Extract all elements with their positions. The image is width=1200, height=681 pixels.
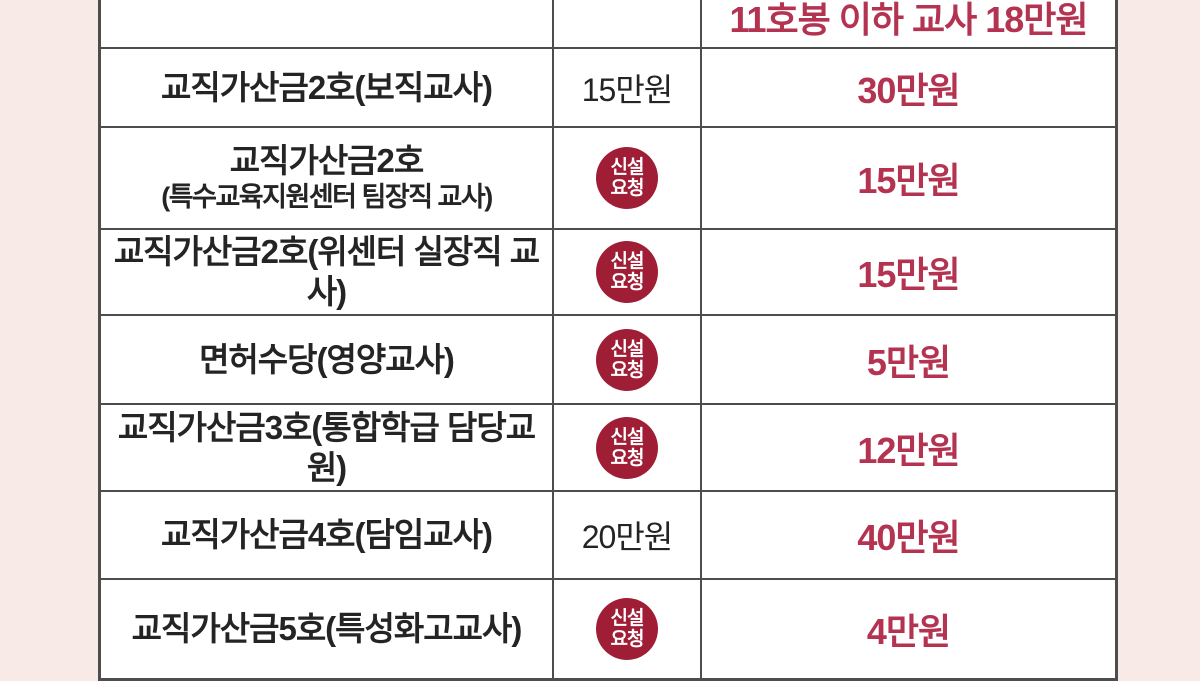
badge-label-line2: 요청 bbox=[610, 629, 645, 650]
item-sublabel: (특수교육지원센터 팀장직 교사) bbox=[161, 181, 493, 212]
new-request-badge: 신설 요청 bbox=[596, 328, 658, 391]
table-row: 교직가산금2호(위센터 실장직 교사) 신설 요청 15만원 bbox=[101, 228, 1115, 314]
current-amount-cell: 신설 요청 bbox=[554, 316, 702, 403]
new-request-badge: 신설 요청 bbox=[596, 147, 658, 209]
requested-amount-cell: 4만원 bbox=[702, 580, 1115, 678]
new-request-badge: 신설 요청 bbox=[596, 598, 658, 660]
item-cell bbox=[101, 0, 554, 47]
table-row: 면허수당(영양교사) 신설 요청 5만원 bbox=[101, 314, 1115, 403]
requested-amount-label: 4만원 bbox=[866, 611, 951, 652]
item-label: 교직가산금2호(보직교사) bbox=[161, 68, 493, 106]
requested-amount-label: 40만원 bbox=[857, 517, 960, 558]
badge-label-line1: 신설 bbox=[610, 608, 645, 629]
current-amount-cell: 신설 요청 bbox=[554, 230, 702, 314]
item-label: 면허수당(영양교사) bbox=[199, 340, 455, 378]
current-amount-cell: 15만원 bbox=[554, 49, 702, 126]
table-row: 교직가산금5호(특성화고교사) 신설 요청 4만원 bbox=[101, 578, 1115, 678]
item-label: 교직가산금3호(통합학급 담당교원) bbox=[117, 408, 536, 486]
new-request-badge: 신설 요청 bbox=[596, 416, 658, 479]
new-request-badge: 신설 요청 bbox=[596, 241, 658, 303]
requested-amount-cell: 15만원 bbox=[702, 128, 1115, 228]
badge-label-line2: 요청 bbox=[610, 359, 645, 381]
badge-label-line1: 신설 bbox=[610, 157, 645, 178]
item-label: 교직가산금2호 bbox=[229, 142, 425, 180]
item-cell: 면허수당(영양교사) bbox=[101, 316, 554, 403]
item-label: 교직가산금4호(담임교사) bbox=[161, 516, 493, 554]
badge-label-line2: 요청 bbox=[610, 178, 645, 199]
badge-label-line1: 신설 bbox=[610, 338, 645, 360]
allowance-table: 11호봉 이하 교사 18만원 교직가산금2호(보직교사) 15만원 30만원 … bbox=[98, 0, 1118, 681]
requested-amount-label: 5만원 bbox=[866, 341, 951, 383]
item-cell: 교직가산금4호(담임교사) bbox=[101, 492, 554, 578]
table-row: 11호봉 이하 교사 18만원 bbox=[101, 0, 1115, 47]
current-amount-cell: 20만원 bbox=[554, 492, 702, 578]
requested-amount-cell: 40만원 bbox=[702, 492, 1115, 578]
current-amount-label: 20만원 bbox=[581, 519, 673, 555]
requested-amount-cell: 5만원 bbox=[702, 316, 1115, 403]
item-label: 교직가산금5호(특성화고교사) bbox=[131, 610, 523, 648]
requested-amount-label: 15만원 bbox=[857, 254, 960, 295]
current-amount-label: 15만원 bbox=[581, 71, 673, 108]
requested-amount-cell: 15만원 bbox=[702, 230, 1115, 314]
requested-amount-label: 12만원 bbox=[857, 429, 960, 471]
badge-label-line1: 신설 bbox=[610, 251, 645, 272]
requested-amount-label: 11호봉 이하 교사 18만원 bbox=[729, 0, 1088, 40]
requested-amount-label: 15만원 bbox=[857, 160, 960, 201]
item-cell: 교직가산금3호(통합학급 담당교원) bbox=[101, 405, 554, 490]
requested-amount-cell: 30만원 bbox=[702, 49, 1115, 126]
item-label: 교직가산금2호(위센터 실장직 교사) bbox=[113, 233, 540, 310]
current-amount-cell: 신설 요청 bbox=[554, 580, 702, 678]
current-amount-cell: 신설 요청 bbox=[554, 405, 702, 490]
current-amount-cell: 신설 요청 bbox=[554, 128, 702, 228]
table-row: 교직가산금2호(보직교사) 15만원 30만원 bbox=[101, 47, 1115, 126]
badge-label-line1: 신설 bbox=[610, 426, 645, 448]
table-row: 교직가산금3호(통합학급 담당교원) 신설 요청 12만원 bbox=[101, 403, 1115, 490]
item-cell: 교직가산금2호 (특수교육지원센터 팀장직 교사) bbox=[101, 128, 554, 228]
table-row: 교직가산금4호(담임교사) 20만원 40만원 bbox=[101, 490, 1115, 578]
item-cell: 교직가산금5호(특성화고교사) bbox=[101, 580, 554, 678]
item-cell: 교직가산금2호(위센터 실장직 교사) bbox=[101, 230, 554, 314]
requested-amount-cell: 11호봉 이하 교사 18만원 bbox=[702, 0, 1115, 47]
current-amount-cell bbox=[554, 0, 702, 47]
badge-label-line2: 요청 bbox=[610, 272, 645, 293]
badge-label-line2: 요청 bbox=[610, 447, 645, 469]
requested-amount-label: 30만원 bbox=[857, 69, 960, 111]
item-cell: 교직가산금2호(보직교사) bbox=[101, 49, 554, 126]
requested-amount-cell: 12만원 bbox=[702, 405, 1115, 490]
table-row: 교직가산금2호 (특수교육지원센터 팀장직 교사) 신설 요청 15만원 bbox=[101, 126, 1115, 228]
